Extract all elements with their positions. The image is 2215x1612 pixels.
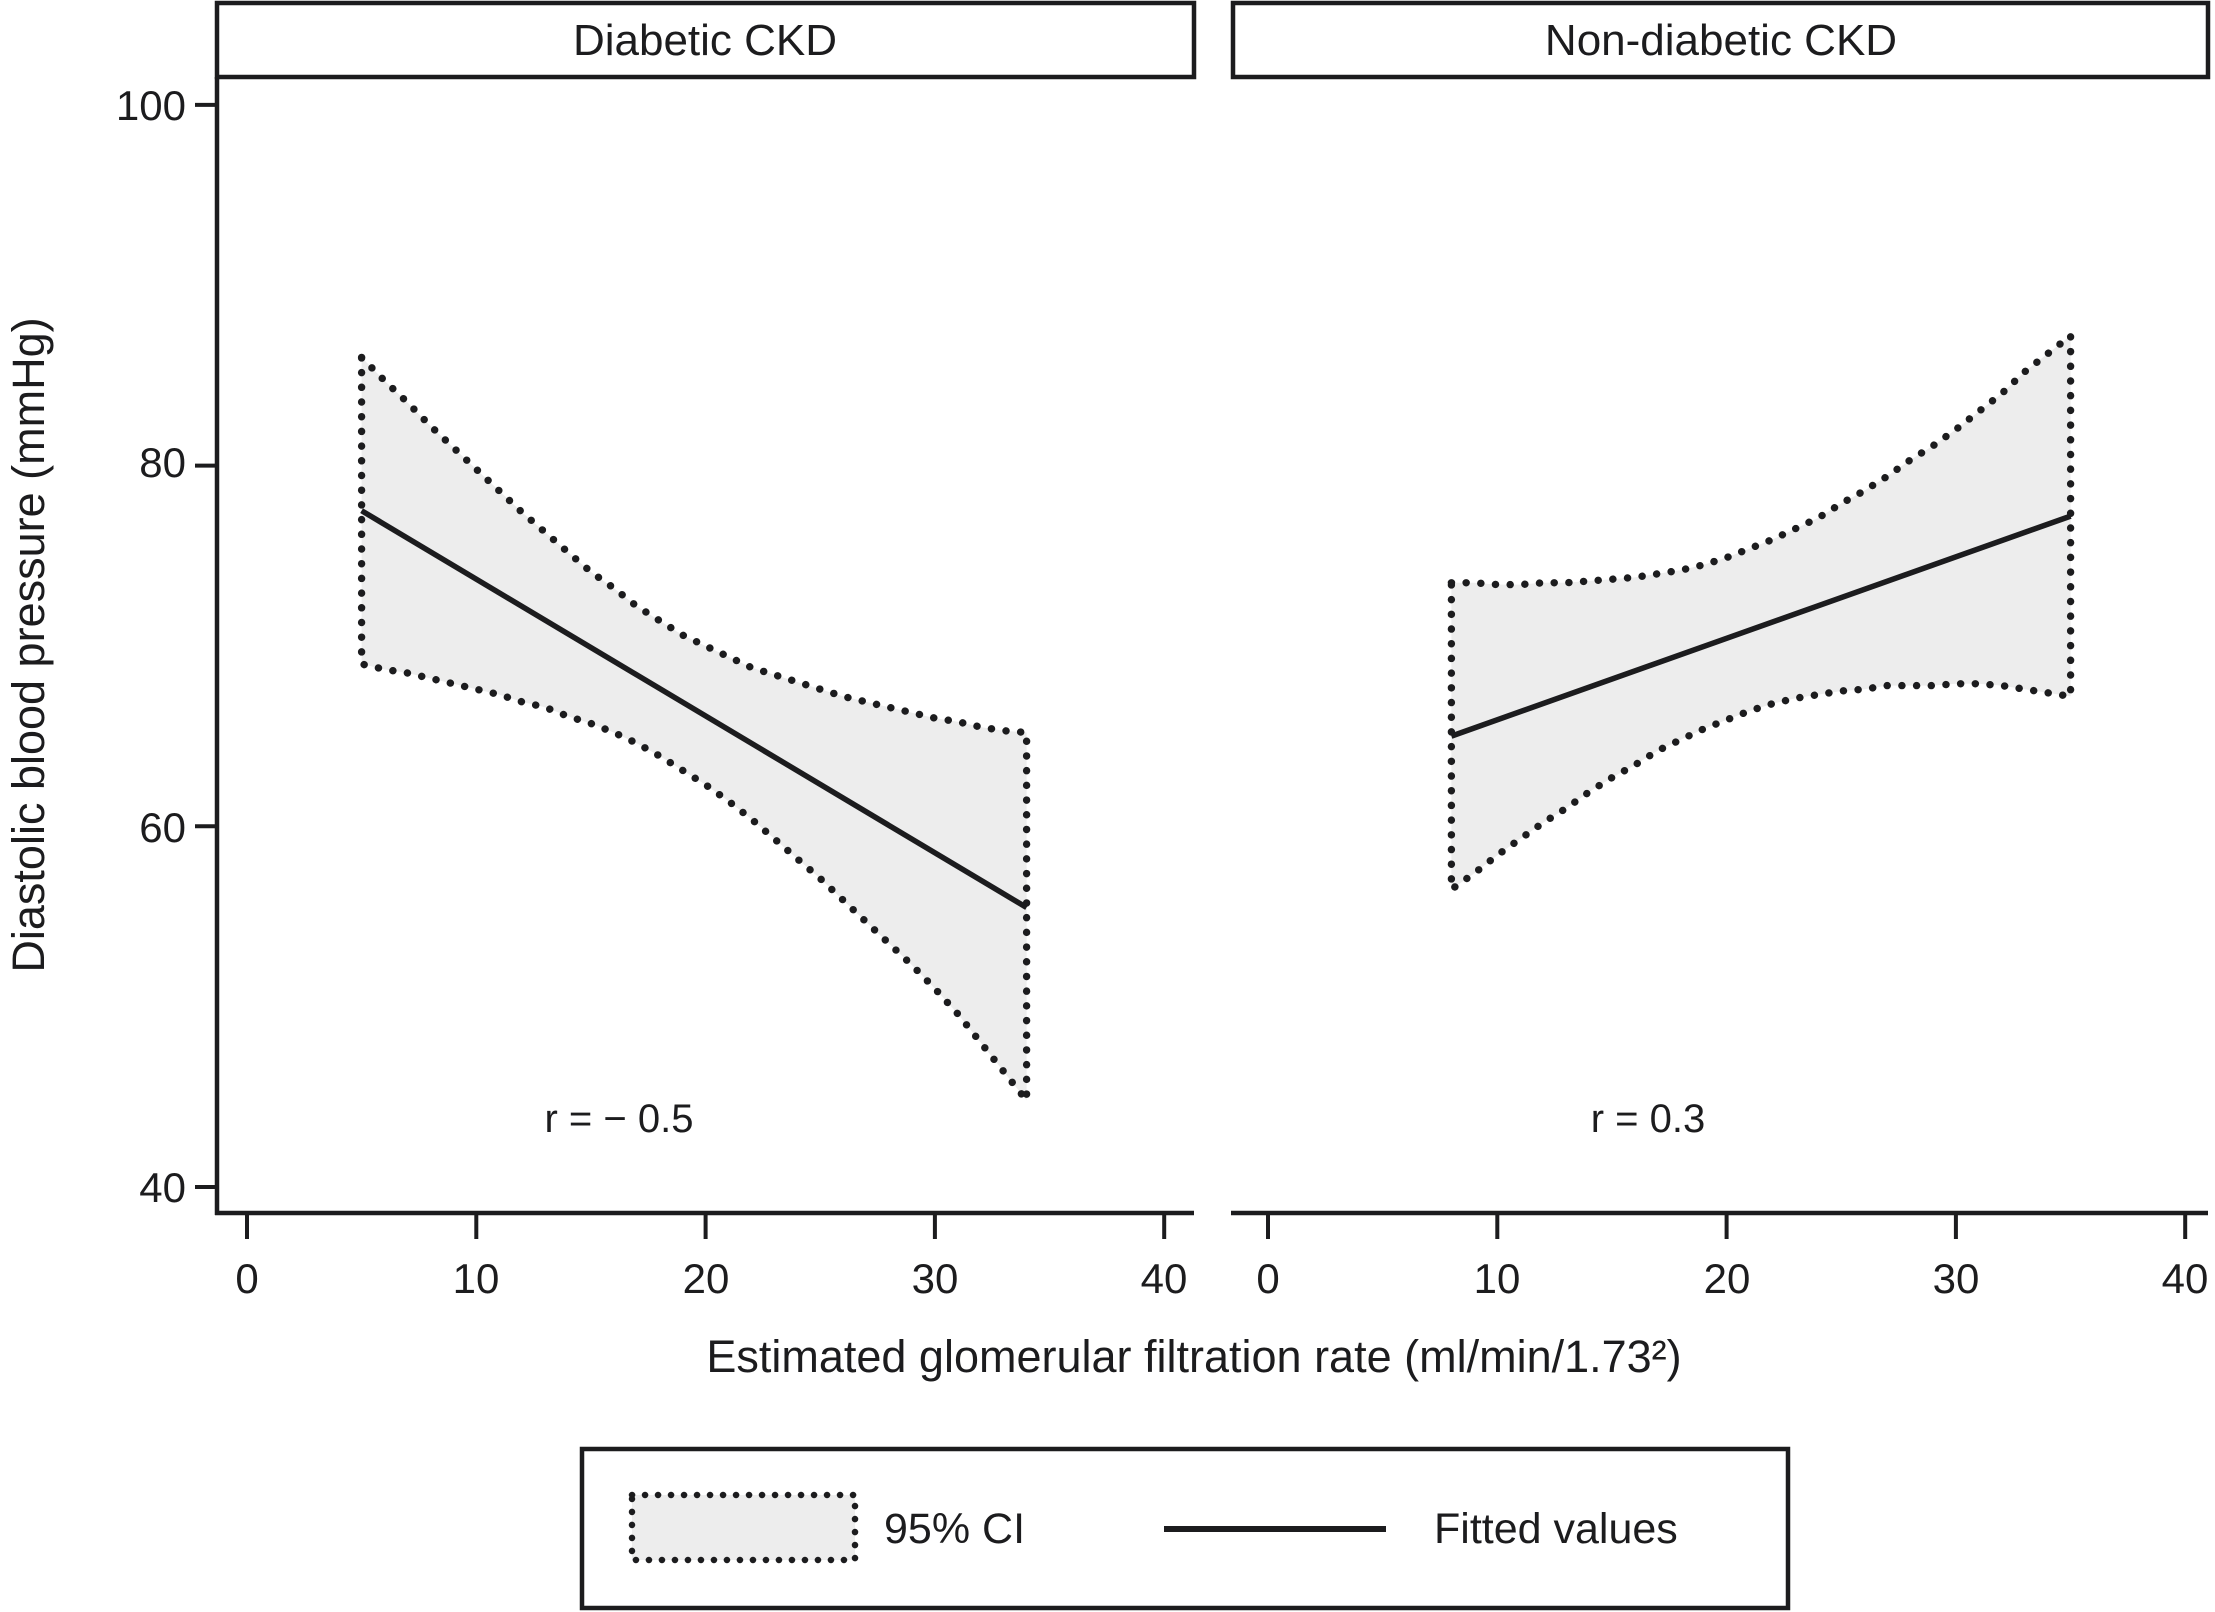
correlation-annotation-diabetic: r = − 0.5 bbox=[545, 1097, 694, 1141]
ci-band-fill bbox=[361, 357, 1027, 1101]
y-tick-label-40: 40 bbox=[139, 1164, 186, 1211]
panel-title-box-nondiabetic bbox=[1230, 0, 2211, 80]
panel-nondiabetic-ckd bbox=[1231, 328, 2208, 1239]
x-tick-label-right-10: 10 bbox=[1474, 1255, 1521, 1302]
y-tick-label-80: 80 bbox=[139, 439, 186, 486]
x-tick-label-left-20: 20 bbox=[683, 1255, 730, 1302]
x-tick-label-left-40: 40 bbox=[1141, 1255, 1188, 1302]
legend-fitted-label: Fitted values bbox=[1434, 1505, 1678, 1553]
ci-band-fill bbox=[1451, 335, 2071, 890]
x-tick-label-right-0: 0 bbox=[1256, 1255, 1279, 1302]
y-tick-label-60: 60 bbox=[139, 804, 186, 851]
x-tick-label-right-30: 30 bbox=[1933, 1255, 1980, 1302]
panel-title-diabetic: Diabetic CKD bbox=[573, 16, 837, 65]
chart-layer bbox=[195, 77, 2208, 1239]
panel-title-box-diabetic bbox=[214, 0, 1197, 80]
correlation-annotation-nondiabetic: r = 0.3 bbox=[1591, 1097, 1706, 1141]
y-tick-label-100: 100 bbox=[116, 82, 186, 129]
x-tick-label-left-30: 30 bbox=[912, 1255, 959, 1302]
fitted-line bbox=[360, 508, 1029, 910]
y-axis-title: Diastolic blood pressure (mmHg) bbox=[3, 317, 54, 972]
panel-diabetic-ckd bbox=[195, 77, 1194, 1239]
x-axis-title: Estimated glomerular filtration rate (ml… bbox=[706, 1331, 1681, 1382]
x-tick-label-right-40: 40 bbox=[2162, 1255, 2209, 1302]
panel-title-nondiabetic: Non-diabetic CKD bbox=[1545, 16, 1897, 65]
fitted-line bbox=[1450, 513, 2072, 739]
legend-ci-swatch bbox=[628, 1491, 859, 1564]
legend: 95% CI Fitted values bbox=[579, 1446, 1791, 1611]
x-tick-label-left-0: 0 bbox=[235, 1255, 258, 1302]
x-tick-label-left-10: 10 bbox=[453, 1255, 500, 1302]
x-tick-label-right-20: 20 bbox=[1704, 1255, 1751, 1302]
legend-ci-label: 95% CI bbox=[884, 1505, 1025, 1553]
